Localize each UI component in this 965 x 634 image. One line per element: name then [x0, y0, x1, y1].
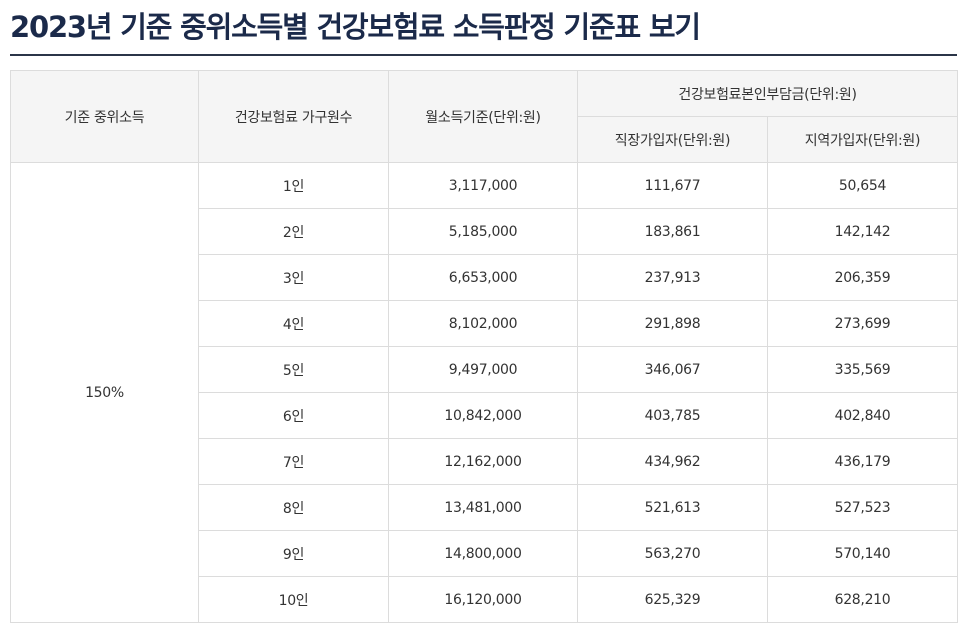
- table-row: 3인 6,653,000 237,913 206,359: [11, 254, 958, 301]
- employee-premium-cell: 403,785: [577, 392, 768, 439]
- regional-premium-cell: 50,654: [767, 162, 958, 209]
- regional-premium-cell: 142,142: [767, 208, 958, 255]
- monthly-income-cell: 16,120,000: [388, 576, 578, 623]
- monthly-income-cell: 13,481,000: [388, 484, 578, 531]
- employee-premium-cell: 434,962: [577, 438, 768, 485]
- regional-premium-cell: 335,569: [767, 346, 958, 393]
- regional-premium-cell: 628,210: [767, 576, 958, 623]
- header-monthly-income: 월소득기준(단위:원): [388, 70, 578, 163]
- regional-premium-cell: 402,840: [767, 392, 958, 439]
- page-title: 2023년 기준 중위소득별 건강보험료 소득판정 기준표 보기: [10, 10, 701, 44]
- household-cell: 3인: [198, 254, 389, 301]
- regional-premium-cell: 436,179: [767, 438, 958, 485]
- header-employee: 직장가입자(단위:원): [577, 116, 768, 163]
- household-cell: 6인: [198, 392, 389, 439]
- header-household-size: 건강보험료 가구원수: [198, 70, 389, 163]
- regional-premium-cell: 206,359: [767, 254, 958, 301]
- table-row: 4인 8,102,000 291,898 273,699: [11, 300, 958, 347]
- title-divider: [10, 54, 957, 56]
- header-median-income: 기준 중위소득: [10, 70, 199, 163]
- table-row: 9인 14,800,000 563,270 570,140: [11, 530, 958, 577]
- household-cell: 8인: [198, 484, 389, 531]
- household-cell: 1인: [198, 162, 389, 209]
- household-cell: 5인: [198, 346, 389, 393]
- household-cell: 7인: [198, 438, 389, 485]
- header-premium-group: 건강보험료본인부담금(단위:원): [577, 70, 958, 117]
- household-cell: 10인: [198, 576, 389, 623]
- table-row: 5인 9,497,000 346,067 335,569: [11, 346, 958, 393]
- employee-premium-cell: 521,613: [577, 484, 768, 531]
- monthly-income-cell: 5,185,000: [388, 208, 578, 255]
- regional-premium-cell: 570,140: [767, 530, 958, 577]
- employee-premium-cell: 563,270: [577, 530, 768, 577]
- table-row: 10인 16,120,000 625,329 628,210: [11, 576, 958, 623]
- monthly-income-cell: 8,102,000: [388, 300, 578, 347]
- table-header: 기준 중위소득 건강보험료 가구원수 월소득기준(단위:원) 건강보험료본인부담…: [10, 70, 958, 163]
- monthly-income-cell: 14,800,000: [388, 530, 578, 577]
- employee-premium-cell: 291,898: [577, 300, 768, 347]
- monthly-income-cell: 3,117,000: [388, 162, 578, 209]
- table-row: 8인 13,481,000 521,613 527,523: [11, 484, 958, 531]
- regional-premium-cell: 527,523: [767, 484, 958, 531]
- monthly-income-cell: 12,162,000: [388, 438, 578, 485]
- table-row: 150% 1인 3,117,000 111,677 50,654: [10, 162, 958, 623]
- household-cell: 9인: [198, 530, 389, 577]
- median-income-cell: 150%: [10, 162, 199, 623]
- income-criteria-table: 기준 중위소득 건강보험료 가구원수 월소득기준(단위:원) 건강보험료본인부담…: [10, 70, 958, 623]
- table-row: 6인 10,842,000 403,785 402,840: [11, 392, 958, 439]
- regional-premium-cell: 273,699: [767, 300, 958, 347]
- table-row: 2인 5,185,000 183,861 142,142: [11, 208, 958, 255]
- monthly-income-cell: 10,842,000: [388, 392, 578, 439]
- monthly-income-cell: 9,497,000: [388, 346, 578, 393]
- table-row: 7인 12,162,000 434,962 436,179: [11, 438, 958, 485]
- employee-premium-cell: 183,861: [577, 208, 768, 255]
- table-body: 150% 1인 3,117,000 111,677 50,654 2인 5,185,000 1…: [10, 162, 958, 623]
- header-row-bottom: 직장가입자(단위:원) 지역가입자(단위:원): [11, 116, 958, 163]
- monthly-income-cell: 6,653,000: [388, 254, 578, 301]
- employee-premium-cell: 111,677: [577, 162, 768, 209]
- header-row-top: 기준 중위소득 건강보험료 가구원수 월소득기준(단위:원) 건강보험료본인부담…: [10, 70, 958, 163]
- household-cell: 4인: [198, 300, 389, 347]
- household-cell: 2인: [198, 208, 389, 255]
- employee-premium-cell: 237,913: [577, 254, 768, 301]
- header-regional: 지역가입자(단위:원): [767, 116, 958, 163]
- employee-premium-cell: 346,067: [577, 346, 768, 393]
- employee-premium-cell: 625,329: [577, 576, 768, 623]
